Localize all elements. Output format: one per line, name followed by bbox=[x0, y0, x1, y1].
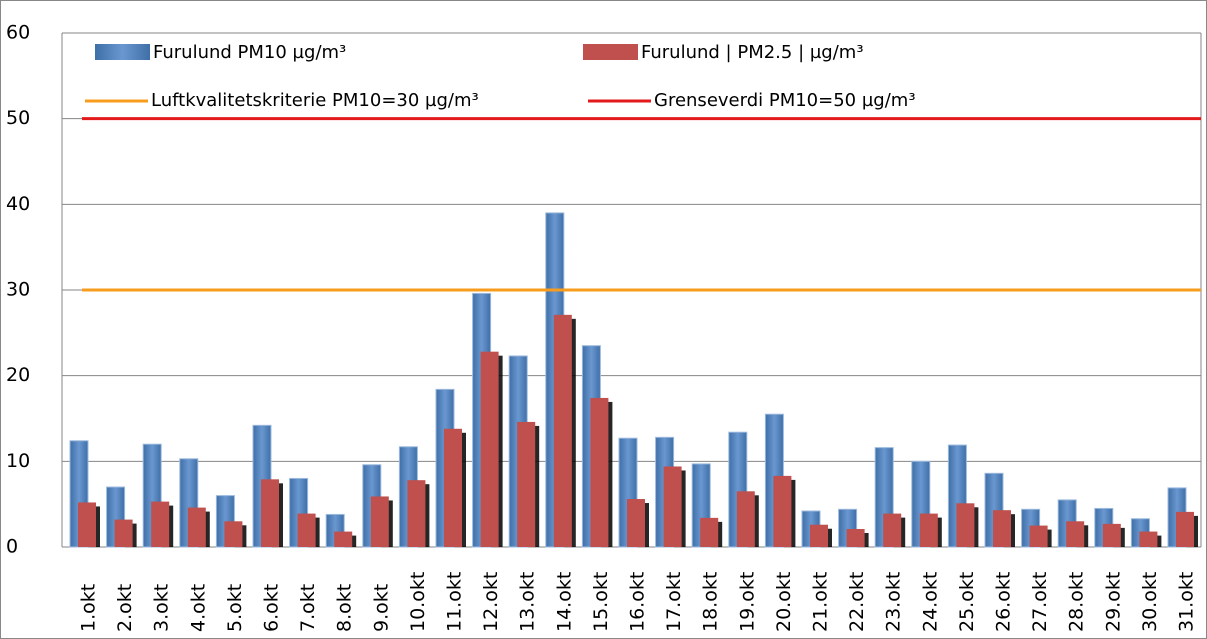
x-tick-label: 2.okt bbox=[114, 584, 136, 632]
y-tick-label: 0 bbox=[6, 536, 18, 558]
bar bbox=[370, 496, 389, 547]
x-tick-label: 31.okt bbox=[1176, 572, 1198, 632]
y-tick-label: 40 bbox=[6, 193, 30, 215]
x-tick-label: 10.okt bbox=[407, 572, 429, 632]
bar bbox=[334, 531, 353, 547]
bar bbox=[883, 513, 902, 547]
bar bbox=[919, 513, 938, 547]
bar bbox=[261, 479, 279, 547]
y-tick-label: 10 bbox=[6, 450, 30, 472]
x-tick-label: 8.okt bbox=[334, 584, 356, 632]
x-tick-label: 21.okt bbox=[810, 572, 832, 632]
legend-label: Luftkvalitetskriterie PM10=30 µg/m³ bbox=[151, 90, 479, 111]
y-tick-label: 20 bbox=[6, 364, 30, 386]
bar bbox=[444, 428, 462, 547]
x-tick-label: 1.okt bbox=[78, 584, 100, 632]
x-tick-label: 23.okt bbox=[883, 572, 905, 632]
x-tick-label: 13.okt bbox=[517, 572, 539, 632]
x-tick-label: 30.okt bbox=[1139, 572, 1161, 632]
bar bbox=[297, 513, 316, 547]
bar bbox=[956, 503, 975, 547]
bar bbox=[114, 519, 133, 547]
bar bbox=[517, 421, 536, 547]
x-tick-label: 24.okt bbox=[919, 572, 941, 632]
bar bbox=[1102, 523, 1121, 547]
bar bbox=[736, 491, 755, 547]
x-tick-label: 27.okt bbox=[1029, 572, 1051, 632]
x-tick-label: 5.okt bbox=[224, 584, 246, 632]
legend-label: Grenseverdi PM10=50 µg/m³ bbox=[654, 90, 916, 111]
x-tick-label: 12.okt bbox=[480, 572, 502, 632]
y-tick-label: 30 bbox=[6, 279, 30, 301]
x-tick-label: 15.okt bbox=[590, 572, 612, 632]
x-tick-label: 18.okt bbox=[700, 572, 722, 632]
bar bbox=[810, 524, 828, 547]
x-tick-label: 22.okt bbox=[846, 572, 868, 632]
bar bbox=[224, 521, 243, 547]
x-tick-label: 25.okt bbox=[956, 572, 978, 632]
bar bbox=[553, 314, 572, 547]
x-tick-label: 6.okt bbox=[261, 584, 283, 632]
bar bbox=[627, 499, 645, 547]
x-tick-label: 17.okt bbox=[663, 572, 685, 632]
y-tick-label: 50 bbox=[6, 107, 30, 129]
bar bbox=[480, 351, 499, 547]
legend-swatch bbox=[95, 44, 150, 60]
legend-swatch bbox=[583, 44, 638, 60]
bar bbox=[78, 502, 96, 547]
bar bbox=[590, 397, 609, 547]
x-tick-label: 19.okt bbox=[736, 572, 758, 632]
bar bbox=[993, 510, 1011, 547]
bar bbox=[1176, 511, 1194, 547]
bar bbox=[1139, 531, 1158, 547]
x-tick-label: 4.okt bbox=[187, 584, 209, 632]
bar bbox=[1066, 521, 1085, 547]
bar bbox=[187, 507, 206, 547]
x-tick-label: 7.okt bbox=[297, 584, 319, 632]
bar bbox=[663, 466, 682, 547]
x-tick-label: 9.okt bbox=[370, 584, 392, 632]
bar bbox=[700, 517, 719, 547]
bar bbox=[773, 475, 792, 547]
x-tick-label: 28.okt bbox=[1066, 572, 1088, 632]
bar bbox=[1029, 525, 1048, 547]
bar bbox=[846, 529, 865, 547]
x-tick-label: 14.okt bbox=[553, 572, 575, 632]
x-tick-label: 3.okt bbox=[151, 584, 173, 632]
x-tick-label: 26.okt bbox=[993, 572, 1015, 632]
y-tick-label: 60 bbox=[6, 22, 30, 44]
x-tick-label: 20.okt bbox=[773, 572, 795, 632]
bar bbox=[151, 501, 170, 547]
legend-label: Furulund PM10 µg/m³ bbox=[153, 42, 346, 63]
bar bbox=[407, 480, 426, 547]
x-tick-label: 16.okt bbox=[627, 572, 649, 632]
x-tick-label: 29.okt bbox=[1102, 572, 1124, 632]
x-tick-label: 11.okt bbox=[444, 572, 466, 632]
legend-label: Furulund | PM2.5 | µg/m³ bbox=[641, 42, 864, 63]
